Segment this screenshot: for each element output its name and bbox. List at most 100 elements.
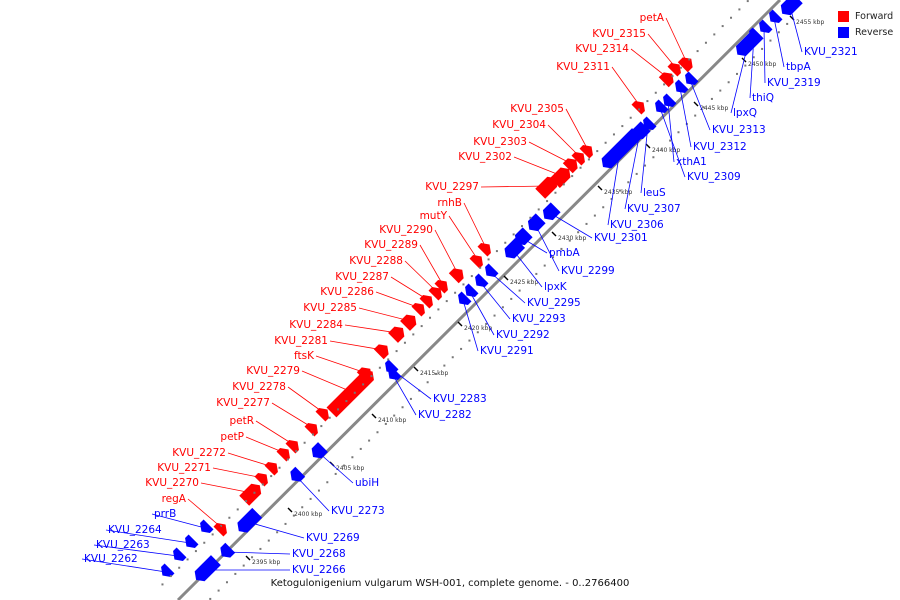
gene-arrow-KVU_2266[interactable]	[194, 555, 221, 582]
gene-arrow-KVU_2295[interactable]	[485, 263, 499, 277]
gene-arrow-KVU_2299[interactable]	[527, 213, 546, 232]
gene-arrow-KVU_2292[interactable]	[465, 283, 479, 297]
gene-arrow-KVU_2315[interactable]	[667, 63, 681, 77]
gene-label-KVU_2287[interactable]: KVU_2287	[335, 271, 389, 283]
gene-arrow-KVU_2288[interactable]	[428, 287, 442, 301]
gene-arrow-KVU_2312[interactable]	[675, 79, 689, 93]
gene-arrow-KVU_2278[interactable]	[315, 408, 329, 422]
gene-arrow-KVU_2293[interactable]	[475, 273, 489, 287]
gene-arrow-KVU_2273[interactable]	[290, 466, 306, 482]
gene-label-lpxK[interactable]: lpxK	[544, 281, 568, 293]
gene-arrow-KVU_2283[interactable]	[385, 359, 399, 373]
gene-label-prrB[interactable]: prrB	[154, 508, 176, 520]
gene-arrow-KVU_2284[interactable]	[388, 326, 405, 343]
gene-arrow-KVU_2270[interactable]	[239, 483, 262, 506]
gene-label-tbpA[interactable]: tbpA	[786, 61, 811, 73]
gene-arrow-KVU_2277[interactable]	[304, 423, 318, 437]
gene-arrow-regA[interactable]	[213, 523, 227, 537]
gene-arrow-KVU_2307[interactable]	[632, 121, 651, 140]
gene-label-KVU_2297[interactable]: KVU_2297	[425, 181, 479, 193]
gene-arrow-tbpA[interactable]	[769, 9, 783, 23]
gene-label-KVU_2282[interactable]: KVU_2282	[418, 409, 472, 421]
gene-label-KVU_2283[interactable]: KVU_2283	[433, 393, 487, 405]
gene-arrow-KVU_2297[interactable]	[535, 176, 558, 199]
gene-label-rnhB[interactable]: rnhB	[437, 197, 462, 209]
gene-arrow-KVU_2272[interactable]	[264, 462, 278, 476]
gene-arrow-KVU_2264[interactable]	[185, 534, 199, 548]
gene-arrow-KVU_2303[interactable]	[562, 158, 578, 174]
gene-label-petP[interactable]: petP	[220, 431, 244, 443]
gene-label-KVU_2289[interactable]: KVU_2289	[364, 239, 418, 251]
gene-label-KVU_2263[interactable]: KVU_2263	[96, 539, 150, 551]
gene-label-KVU_2314[interactable]: KVU_2314	[575, 43, 629, 55]
gene-label-KVU_2279[interactable]: KVU_2279	[246, 365, 300, 377]
gene-arrow-KVU_2271[interactable]	[254, 473, 268, 487]
gene-label-KVU_2291[interactable]: KVU_2291	[480, 345, 534, 357]
gene-arrow-KVU_2289[interactable]	[434, 280, 448, 294]
gene-arrow-KVU_2309[interactable]	[655, 99, 669, 113]
gene-label-KVU_2278[interactable]: KVU_2278	[232, 381, 286, 393]
gene-label-pmbA[interactable]: pmbA	[549, 247, 581, 259]
gene-arrow-prrB[interactable]	[200, 519, 214, 533]
gene-arrow-KVU_2314[interactable]	[658, 72, 674, 88]
gene-arrow-KVU_2279[interactable]	[326, 370, 374, 418]
gene-label-KVU_2321[interactable]: KVU_2321	[804, 46, 858, 58]
gene-label-KVU_2293[interactable]: KVU_2293	[512, 313, 566, 325]
gene-arrow-KVU_2311[interactable]	[631, 101, 645, 115]
gene-arrow-mutY[interactable]	[469, 255, 483, 269]
gene-label-xthA1[interactable]: xthA1	[676, 156, 707, 168]
gene-label-KVU_2288[interactable]: KVU_2288	[349, 255, 403, 267]
gene-label-KVU_2262[interactable]: KVU_2262	[84, 553, 138, 565]
gene-label-KVU_2271[interactable]: KVU_2271	[157, 462, 211, 474]
gene-arrow-petA[interactable]	[677, 57, 693, 73]
gene-label-KVU_2311[interactable]: KVU_2311	[556, 61, 610, 73]
gene-arrow-KVU_2291[interactable]	[458, 291, 472, 305]
gene-label-KVU_2304[interactable]: KVU_2304	[492, 119, 546, 131]
gene-label-ftsK[interactable]: ftsK	[294, 350, 315, 362]
gene-arrow-rnhB[interactable]	[477, 243, 491, 257]
gene-label-KVU_2290[interactable]: KVU_2290	[379, 224, 433, 236]
gene-arrow-KVU_2306[interactable]	[601, 128, 642, 169]
gene-arrow-KVU_2304[interactable]	[571, 152, 585, 166]
gene-arrow-KVU_2301[interactable]	[542, 202, 561, 221]
gene-label-KVU_2264[interactable]: KVU_2264	[108, 524, 162, 536]
gene-label-thiQ[interactable]: thiQ	[752, 92, 774, 104]
gene-arrow-KVU_2302[interactable]	[549, 167, 571, 189]
gene-arrow-KVU_2287[interactable]	[419, 295, 433, 309]
gene-label-KVU_2273[interactable]: KVU_2273	[331, 505, 385, 517]
gene-label-KVU_2284[interactable]: KVU_2284	[289, 319, 343, 331]
gene-label-leuS[interactable]: leuS	[643, 187, 666, 199]
gene-label-petA[interactable]: petA	[640, 12, 665, 24]
gene-label-KVU_2309[interactable]: KVU_2309	[687, 171, 741, 183]
gene-label-KVU_2285[interactable]: KVU_2285	[303, 302, 357, 314]
gene-label-petR[interactable]: petR	[229, 415, 254, 427]
gene-label-regA[interactable]: regA	[162, 493, 187, 505]
gene-arrow-KVU_2321[interactable]	[780, 0, 803, 16]
gene-label-lpxQ[interactable]: lpxQ	[733, 107, 757, 119]
gene-arrow-petP[interactable]	[276, 448, 290, 462]
gene-arrow-KVU_2263[interactable]	[173, 547, 187, 561]
gene-arrow-KVU_2305[interactable]	[579, 145, 593, 159]
gene-label-KVU_2302[interactable]: KVU_2302	[458, 151, 512, 163]
gene-label-KVU_2270[interactable]: KVU_2270	[145, 477, 199, 489]
gene-arrow-KVU_2313[interactable]	[685, 71, 699, 85]
gene-label-KVU_2268[interactable]: KVU_2268	[292, 548, 346, 560]
gene-arrow-thiQ[interactable]	[749, 27, 763, 41]
gene-label-KVU_2286[interactable]: KVU_2286	[320, 286, 374, 298]
gene-arrow-KVU_2269[interactable]	[237, 507, 263, 533]
gene-arrow-xthA1[interactable]	[663, 93, 677, 107]
gene-label-KVU_2306[interactable]: KVU_2306	[610, 219, 664, 231]
gene-label-KVU_2269[interactable]: KVU_2269	[306, 532, 360, 544]
gene-label-KVU_2307[interactable]: KVU_2307	[627, 203, 681, 215]
gene-label-KVU_2301[interactable]: KVU_2301	[594, 232, 648, 244]
gene-arrow-KVU_2290[interactable]	[448, 268, 464, 284]
gene-arrow-KVU_2286[interactable]	[411, 303, 425, 317]
gene-label-KVU_2266[interactable]: KVU_2266	[292, 564, 346, 576]
gene-label-KVU_2292[interactable]: KVU_2292	[496, 329, 550, 341]
gene-label-KVU_2295[interactable]: KVU_2295	[527, 297, 581, 309]
gene-label-KVU_2305[interactable]: KVU_2305	[510, 103, 564, 115]
gene-arrow-ubiH[interactable]	[311, 442, 328, 459]
gene-arrow-KVU_2285[interactable]	[400, 314, 417, 331]
gene-arrow-leuS[interactable]	[643, 116, 657, 130]
gene-label-KVU_2277[interactable]: KVU_2277	[216, 397, 270, 409]
